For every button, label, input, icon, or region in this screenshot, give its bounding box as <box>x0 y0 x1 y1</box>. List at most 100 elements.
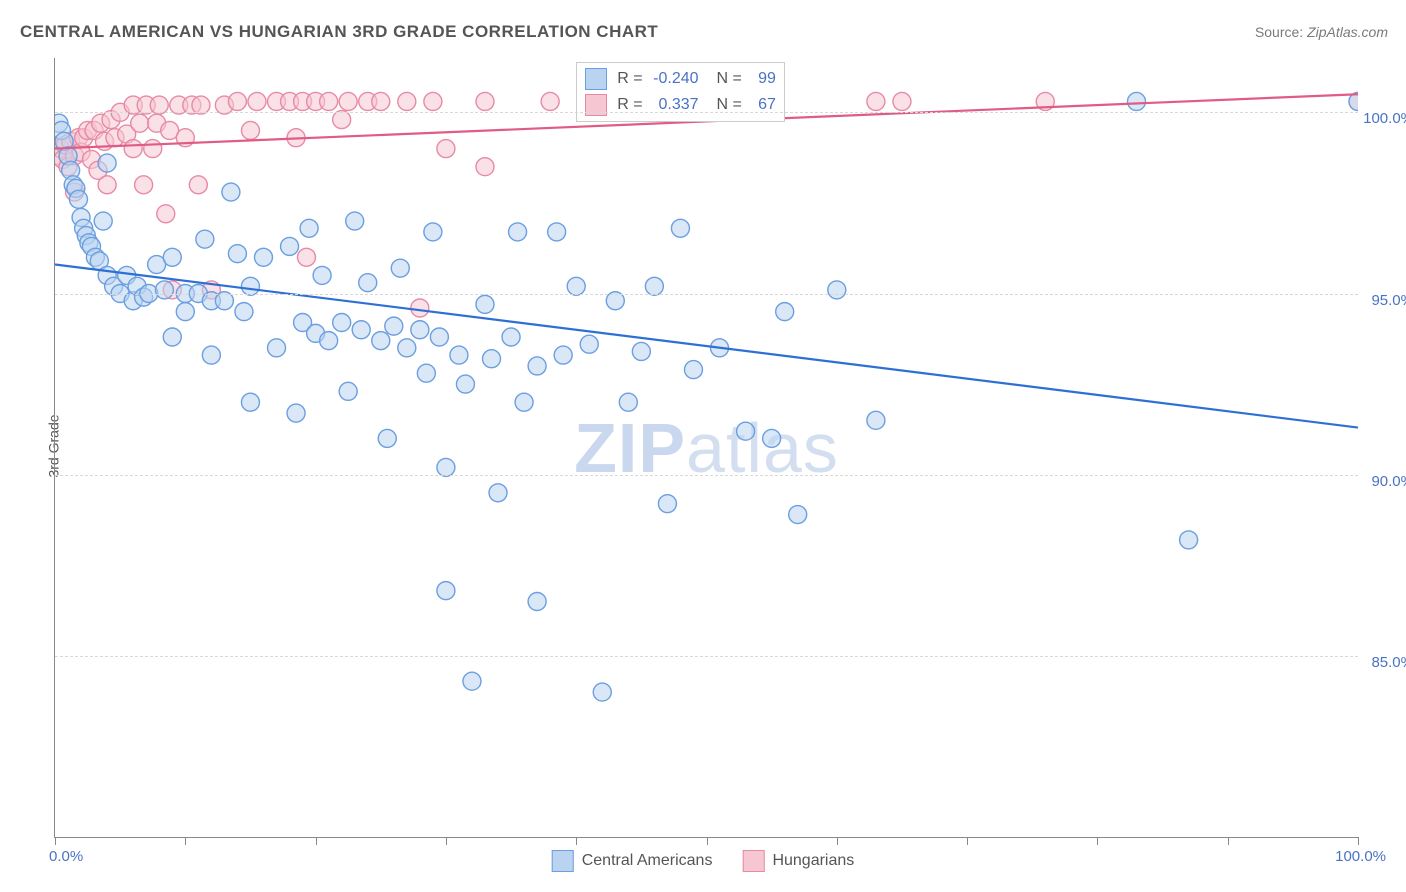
gridline <box>55 475 1358 476</box>
x-tick <box>316 837 317 845</box>
x-tick <box>576 837 577 845</box>
chart-title: CENTRAL AMERICAN VS HUNGARIAN 3RD GRADE … <box>20 22 658 42</box>
data-point <box>320 332 338 350</box>
data-point <box>430 328 448 346</box>
y-tick-label: 85.0% <box>1371 654 1406 671</box>
data-point <box>254 248 272 266</box>
data-point <box>658 495 676 513</box>
n-label: N = <box>717 96 742 114</box>
data-point <box>124 140 142 158</box>
gridline <box>55 294 1358 295</box>
x-tick <box>185 837 186 845</box>
data-point <box>346 212 364 230</box>
data-point <box>424 223 442 241</box>
data-point <box>580 335 598 353</box>
data-point <box>157 205 175 223</box>
data-point <box>235 303 253 321</box>
data-point <box>94 212 112 230</box>
data-point <box>593 683 611 701</box>
data-point <box>867 92 885 110</box>
data-point <box>189 176 207 194</box>
data-point <box>300 219 318 237</box>
data-point <box>320 92 338 110</box>
data-point <box>489 484 507 502</box>
series-legend: Central Americans Hungarians <box>552 850 855 872</box>
x-tick <box>55 837 56 845</box>
r-label: R = <box>617 96 642 114</box>
data-point <box>1180 531 1198 549</box>
data-point <box>867 411 885 429</box>
gridline <box>55 112 1358 113</box>
data-point <box>476 295 494 313</box>
x-end-label: 100.0% <box>1335 848 1386 865</box>
data-point <box>476 158 494 176</box>
r-value: 0.337 <box>649 96 699 114</box>
legend-series-name: Central Americans <box>582 852 713 870</box>
scatter-plot-svg <box>55 58 1358 837</box>
x-tick <box>446 837 447 845</box>
source-label: Source: <box>1255 24 1303 40</box>
data-point <box>411 299 429 317</box>
data-point <box>352 321 370 339</box>
r-label: R = <box>617 70 642 88</box>
data-point <box>378 429 396 447</box>
data-point <box>632 342 650 360</box>
data-point <box>339 382 357 400</box>
data-point <box>385 317 403 335</box>
data-point <box>287 404 305 422</box>
data-point <box>424 92 442 110</box>
data-point <box>398 339 416 357</box>
x-tick <box>837 837 838 845</box>
data-point <box>893 92 911 110</box>
n-value: 99 <box>748 70 776 88</box>
data-point <box>509 223 527 241</box>
data-point <box>135 176 153 194</box>
n-value: 67 <box>748 96 776 114</box>
data-point <box>483 350 501 368</box>
data-point <box>297 248 315 266</box>
data-point <box>476 92 494 110</box>
data-point <box>268 339 286 357</box>
data-point <box>241 393 259 411</box>
data-point <box>163 328 181 346</box>
x-tick <box>1228 837 1229 845</box>
data-point <box>196 230 214 248</box>
data-point <box>528 592 546 610</box>
data-point <box>313 266 331 284</box>
y-tick-label: 95.0% <box>1371 292 1406 309</box>
y-tick-label: 90.0% <box>1371 473 1406 490</box>
data-point <box>737 422 755 440</box>
data-point <box>450 346 468 364</box>
data-point <box>391 259 409 277</box>
data-point <box>339 92 357 110</box>
data-point <box>684 361 702 379</box>
chart-plot-area: ZIPatlas R =-0.240N =99R =0.337N =67 85.… <box>54 58 1358 838</box>
data-point <box>1127 92 1145 110</box>
data-point <box>228 92 246 110</box>
gridline <box>55 656 1358 657</box>
legend-series-name: Hungarians <box>772 852 854 870</box>
data-point <box>176 303 194 321</box>
data-point <box>398 92 416 110</box>
data-point <box>417 364 435 382</box>
data-point <box>241 121 259 139</box>
stats-legend-row: R =-0.240N =99 <box>585 66 776 92</box>
data-point <box>789 506 807 524</box>
data-point <box>222 183 240 201</box>
data-point <box>541 92 559 110</box>
legend-swatch <box>585 68 607 90</box>
data-point <box>98 176 116 194</box>
data-point <box>502 328 520 346</box>
data-point <box>619 393 637 411</box>
legend-item: Central Americans <box>552 850 713 872</box>
data-point <box>248 92 266 110</box>
source-attribution: Source: ZipAtlas.com <box>1255 24 1388 40</box>
legend-swatch <box>552 850 574 872</box>
data-point <box>515 393 533 411</box>
data-point <box>144 140 162 158</box>
data-point <box>163 248 181 266</box>
data-point <box>359 274 377 292</box>
n-label: N = <box>717 70 742 88</box>
data-point <box>554 346 572 364</box>
data-point <box>776 303 794 321</box>
